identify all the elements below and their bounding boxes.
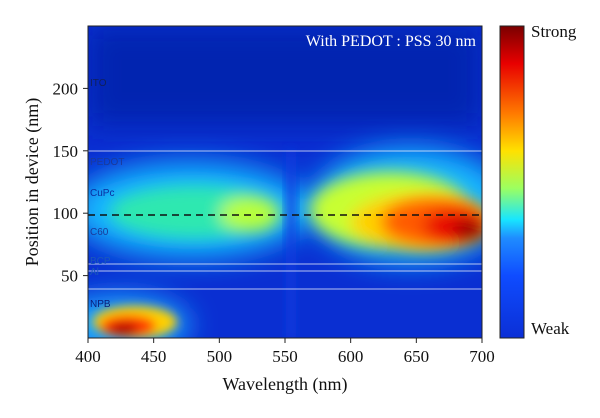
y-tick-label: 50 (61, 267, 78, 286)
strong-region (383, 200, 482, 244)
layer-label-bcp: BCP (90, 256, 111, 267)
colorbar: Strong Weak (499, 22, 577, 339)
y-axis-label: Position in device (nm) (22, 98, 43, 266)
colorbar-bottom-label: Weak (531, 319, 570, 338)
layer-label-c60: C60 (90, 227, 109, 238)
x-tick-label: 450 (141, 347, 167, 366)
heatmap-plot-area: ITO PEDOT CuPc C60 BCP Al NPB With PEDOT… (88, 26, 482, 338)
upper-deep-blue-region (88, 26, 482, 126)
layer-boundary-lines (88, 150, 482, 290)
x-tick-label: 500 (207, 347, 233, 366)
chart-annotation: With PEDOT : PSS 30 nm (306, 33, 477, 50)
layer-label-ito: ITO (90, 78, 107, 89)
x-tick-label: 700 (469, 347, 495, 366)
colorbar-gradient (499, 25, 525, 339)
layer-label-cupc: CuPc (90, 188, 114, 199)
x-tick-label: 400 (75, 347, 101, 366)
bottom-hotspot (93, 306, 177, 338)
layer-label-al: Al (90, 267, 99, 278)
colorbar-top-label: Strong (531, 22, 577, 41)
x-tick-label: 550 (272, 347, 298, 366)
y-axis: 50 100 150 200 (53, 79, 88, 286)
x-axis-label: Wavelength (nm) (222, 374, 347, 395)
layer-label-npb: NPB (90, 299, 111, 310)
layer-labels: ITO PEDOT CuPc C60 BCP Al NPB (90, 78, 124, 310)
y-tick-label: 100 (53, 204, 79, 223)
y-tick-label: 150 (53, 142, 79, 161)
x-tick-label: 600 (338, 347, 364, 366)
x-tick-label: 650 (404, 347, 430, 366)
layer-label-pedot: PEDOT (90, 157, 124, 168)
dip-555nm (286, 150, 296, 338)
x-axis: 400 450 500 550 600 650 700 (75, 338, 495, 366)
y-tick-label: 200 (53, 79, 79, 98)
